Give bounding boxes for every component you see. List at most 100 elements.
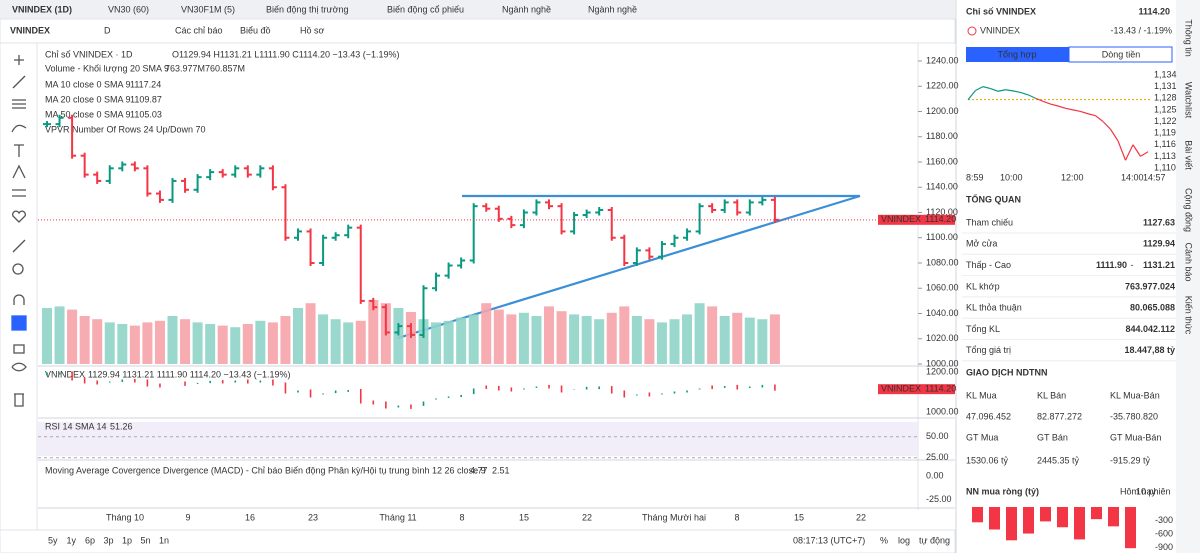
price-bar bbox=[457, 257, 466, 269]
price-bar bbox=[118, 161, 127, 172]
price-bar bbox=[231, 165, 240, 178]
y-tick-label: 1180.00 bbox=[926, 131, 958, 141]
price-tag-value: 1114.20 bbox=[925, 214, 956, 224]
y-tick-label: 1,131 bbox=[1154, 81, 1177, 91]
row-value: 1111.90 bbox=[1096, 260, 1127, 270]
y-tick-label: 1000.00 bbox=[926, 406, 959, 416]
side-tab[interactable]: Bài viết bbox=[1184, 140, 1194, 170]
tab[interactable]: Ngành nghề bbox=[502, 4, 551, 14]
toolbar-button[interactable]: Các chỉ báo bbox=[175, 25, 223, 35]
y-tick-label: -900 bbox=[1155, 542, 1173, 552]
tab[interactable] bbox=[1068, 46, 1173, 63]
tab-bar bbox=[0, 0, 955, 19]
grid-value: -35.780.820 bbox=[1110, 411, 1158, 421]
price-bar bbox=[243, 165, 252, 178]
y-tick-label: 1,122 bbox=[1154, 116, 1177, 126]
volume-bar bbox=[644, 319, 655, 364]
intraday-segment bbox=[997, 89, 1006, 92]
legend-text: MA 50 close 0 SMA 9 bbox=[45, 109, 131, 119]
symbol-icon bbox=[967, 26, 977, 36]
y-tick-label: 1060.00 bbox=[926, 283, 959, 293]
price-bar bbox=[256, 165, 265, 178]
volume-bar bbox=[180, 319, 191, 364]
toolbar-button[interactable]: VNINDEX bbox=[10, 25, 50, 35]
grid-value: 82.877.272 bbox=[1037, 411, 1082, 421]
volume-bar bbox=[619, 306, 630, 364]
legend-text: 1117.24 bbox=[130, 79, 161, 89]
price-bar bbox=[570, 212, 579, 235]
net-bar bbox=[1125, 507, 1136, 549]
intraday-segment bbox=[1095, 115, 1104, 122]
range-button[interactable]: 5y bbox=[48, 535, 58, 545]
volume-bar bbox=[468, 314, 479, 364]
time-label: 14:00 bbox=[1121, 172, 1144, 182]
price-bar bbox=[419, 285, 428, 338]
toolbar-button[interactable]: D bbox=[104, 25, 111, 35]
price-bar bbox=[218, 169, 227, 178]
side-tab[interactable]: Cộng đồng bbox=[1184, 188, 1194, 232]
intraday-segment bbox=[1087, 113, 1096, 117]
intraday-segment bbox=[1057, 105, 1066, 109]
y-tick-label: 1160.00 bbox=[926, 156, 958, 166]
tab-active[interactable] bbox=[966, 47, 1069, 62]
intraday-segment bbox=[990, 87, 999, 92]
price-tag-value: 1114.20 bbox=[925, 384, 956, 394]
side-tab[interactable]: Cảnh báo bbox=[1184, 242, 1194, 281]
y-tick-label: 1040.00 bbox=[926, 308, 959, 318]
range-button[interactable]: 5n bbox=[141, 535, 151, 545]
volume-bar bbox=[192, 322, 203, 364]
grid-value: 1530.06 tỷ bbox=[966, 455, 1009, 465]
price-bar bbox=[557, 203, 566, 235]
price-bar bbox=[206, 169, 215, 181]
pane-label: RSI 14 SMA 14 bbox=[45, 421, 107, 431]
volume-bar bbox=[757, 319, 768, 364]
range-button[interactable]: 3p bbox=[104, 535, 114, 545]
side-tab[interactable]: Watchlist bbox=[1184, 82, 1194, 119]
panel-symbol: VNINDEX bbox=[980, 25, 1020, 35]
filter-option[interactable]: 10 phiên bbox=[1136, 486, 1171, 496]
net-bar bbox=[1074, 507, 1085, 540]
x-tick-label: 23 bbox=[308, 512, 318, 522]
log-toggle[interactable]: log bbox=[898, 535, 910, 545]
y-tick-label: 1120.00 bbox=[926, 207, 958, 217]
range-button[interactable]: 1n bbox=[159, 535, 169, 545]
price-bar bbox=[168, 177, 177, 203]
range-button[interactable]: 1p bbox=[122, 535, 132, 545]
price-bar bbox=[733, 199, 742, 216]
range-button[interactable]: 1y bbox=[67, 535, 77, 545]
price-bar bbox=[432, 272, 441, 292]
tab[interactable]: Biến động cổ phiếu bbox=[387, 4, 464, 14]
y-tick-label: 0.00 bbox=[926, 470, 944, 480]
tab[interactable]: Biến động thị trường bbox=[266, 4, 348, 14]
side-tab[interactable]: Thông tin bbox=[1184, 19, 1194, 57]
range-button[interactable]: 6p bbox=[85, 535, 95, 545]
intraday-segment bbox=[1124, 144, 1134, 161]
toolbar-button[interactable]: Biểu đồ bbox=[240, 25, 271, 35]
toolbar-button[interactable]: Hồ sơ bbox=[300, 25, 325, 35]
volume-bar bbox=[431, 322, 442, 364]
grid-header: KL Bán bbox=[1037, 390, 1066, 400]
tab[interactable]: Ngành nghề bbox=[588, 4, 637, 14]
grid-header: KL Mua bbox=[966, 390, 997, 400]
volume-bar bbox=[154, 320, 165, 364]
intraday-segment bbox=[1102, 121, 1111, 130]
tab[interactable]: VN30F1M (5) bbox=[181, 4, 235, 14]
tab[interactable]: VN30 (60) bbox=[108, 4, 149, 14]
x-tick-label: 8 bbox=[734, 512, 739, 522]
bottom-bar bbox=[0, 529, 956, 553]
tab[interactable]: VNINDEX (1D) bbox=[12, 4, 72, 14]
filter-option[interactable]: Hôm nay bbox=[1120, 486, 1157, 496]
side-tab[interactable]: Kiến thức bbox=[1184, 296, 1194, 335]
row-label: Tổng KL bbox=[966, 324, 1000, 334]
price-tag bbox=[878, 384, 955, 395]
side-tab-strip bbox=[1176, 0, 1200, 553]
price-bar bbox=[356, 224, 365, 304]
pct-toggle[interactable]: % bbox=[880, 535, 888, 545]
x-tick-label: 16 bbox=[245, 512, 255, 522]
tool-column bbox=[0, 42, 38, 531]
volume-bar bbox=[355, 320, 366, 364]
price-bar bbox=[607, 206, 616, 241]
auto-toggle[interactable]: tự động bbox=[919, 535, 950, 545]
volume-bar bbox=[293, 308, 303, 364]
